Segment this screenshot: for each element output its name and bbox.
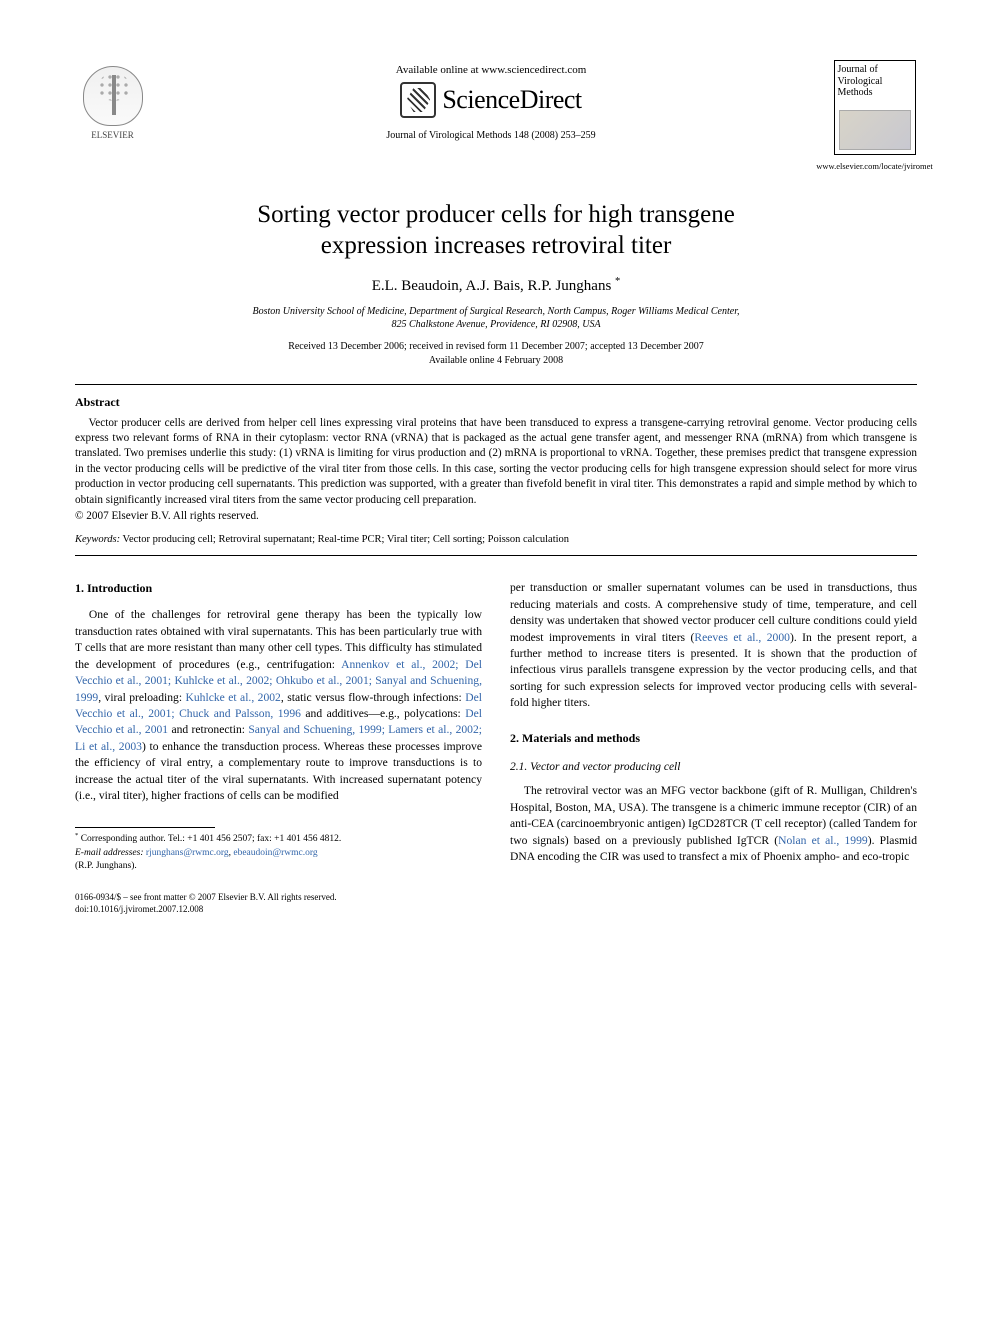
- keywords-label: Keywords:: [75, 534, 120, 545]
- authors-list: E.L. Beaudoin, A.J. Bais, R.P. Junghans: [372, 278, 612, 294]
- section-1-heading: 1. Introduction: [75, 580, 482, 597]
- footnote-emails: E-mail addresses: rjunghans@rwmc.org, eb…: [75, 847, 482, 860]
- elsevier-logo: ELSEVIER: [75, 60, 150, 145]
- dates-available: Available online 4 February 2008: [429, 355, 563, 366]
- affiliation-line2: 825 Chalkstone Avenue, Providence, RI 02…: [391, 319, 600, 330]
- intro-paragraph-col1: One of the challenges for retroviral gen…: [75, 607, 482, 804]
- abstract-text: Vector producer cells are derived from h…: [75, 416, 917, 509]
- sciencedirect-logo: ScienceDirect: [400, 82, 581, 118]
- header-center: Available online at www.sciencedirect.co…: [150, 60, 832, 141]
- title-block: Sorting vector producer cells for high t…: [75, 199, 917, 368]
- journal-cover-graphic-icon: [839, 110, 911, 150]
- email-link-2[interactable]: ebeaudoin@rwmc.org: [233, 848, 317, 858]
- footnote-corresponding: * Corresponding author. Tel.: +1 401 456…: [75, 832, 482, 846]
- sciencedirect-wordmark: ScienceDirect: [442, 85, 581, 115]
- rule-above-abstract: [75, 384, 917, 385]
- abstract-section: Abstract Vector producer cells are deriv…: [75, 395, 917, 546]
- email-label: E-mail addresses:: [75, 848, 144, 858]
- keywords-list: Vector producing cell; Retroviral supern…: [123, 534, 570, 545]
- journal-cover-box: Journal ofVirologicalMethods: [834, 60, 916, 155]
- methods-paragraph: The retroviral vector was an MFG vector …: [510, 783, 917, 865]
- footnotes: * Corresponding author. Tel.: +1 401 456…: [75, 832, 482, 874]
- intro-paragraph-col2: per transduction or smaller supernatant …: [510, 580, 917, 712]
- abstract-heading: Abstract: [75, 395, 917, 410]
- page-header: ELSEVIER Available online at www.science…: [75, 60, 917, 171]
- rule-below-abstract: [75, 555, 917, 556]
- affiliation: Boston University School of Medicine, De…: [75, 305, 917, 332]
- bottom-metadata: 0166-0934/$ – see front matter © 2007 El…: [75, 892, 917, 915]
- authors: E.L. Beaudoin, A.J. Bais, R.P. Junghans …: [75, 276, 917, 295]
- publication-dates: Received 13 December 2006; received in r…: [75, 340, 917, 368]
- paper-title-line1: Sorting vector producer cells for high t…: [257, 201, 735, 228]
- footnote-corr-text: Corresponding author. Tel.: +1 401 456 2…: [81, 834, 342, 844]
- journal-cover-title: Journal ofVirologicalMethods: [838, 64, 912, 99]
- journal-cover: Journal ofVirologicalMethods www.elsevie…: [832, 60, 917, 171]
- subsection-2-1-heading: 2.1. Vector and vector producing cell: [510, 759, 917, 775]
- footnote-rule: [75, 827, 215, 828]
- doi-line: doi:10.1016/j.jviromet.2007.12.008: [75, 904, 917, 916]
- elsevier-tree-icon: [83, 66, 143, 126]
- footnote-author-name: (R.P. Junghans).: [75, 860, 482, 873]
- abstract-copyright: © 2007 Elsevier B.V. All rights reserved…: [75, 510, 917, 522]
- corresponding-mark: *: [615, 276, 620, 287]
- footnote-star: *: [75, 832, 78, 839]
- keywords: Keywords: Vector producing cell; Retrovi…: [75, 534, 917, 545]
- body-columns: 1. Introduction One of the challenges fo…: [75, 580, 917, 874]
- publisher-name: ELSEVIER: [91, 130, 134, 140]
- journal-citation: Journal of Virological Methods 148 (2008…: [150, 130, 832, 141]
- email-link-1[interactable]: rjunghans@rwmc.org: [146, 848, 229, 858]
- section-2-heading: 2. Materials and methods: [510, 730, 917, 747]
- sciencedirect-mark-icon: [400, 82, 436, 118]
- affiliation-line1: Boston University School of Medicine, De…: [253, 306, 740, 317]
- paper-title-line2: expression increases retroviral titer: [321, 232, 672, 259]
- available-online-text: Available online at www.sciencedirect.co…: [150, 64, 832, 76]
- intro-text-b: , viral preloading:: [98, 691, 185, 704]
- citation-link[interactable]: Kuhlcke et al., 2002: [186, 691, 281, 704]
- intro-text-c: , static versus flow-through infections:: [281, 691, 465, 704]
- paper-title: Sorting vector producer cells for high t…: [75, 199, 917, 262]
- issn-line: 0166-0934/$ – see front matter © 2007 El…: [75, 892, 917, 904]
- dates-received: Received 13 December 2006; received in r…: [288, 341, 704, 352]
- citation-link[interactable]: Reeves et al., 2000: [694, 631, 790, 644]
- citation-link[interactable]: Nolan et al., 1999: [778, 834, 868, 847]
- intro-text-e: and retronectin:: [168, 723, 248, 736]
- intro-text-d: and additives—e.g., polycations:: [301, 707, 465, 720]
- journal-url: www.elsevier.com/locate/jviromet: [816, 161, 933, 171]
